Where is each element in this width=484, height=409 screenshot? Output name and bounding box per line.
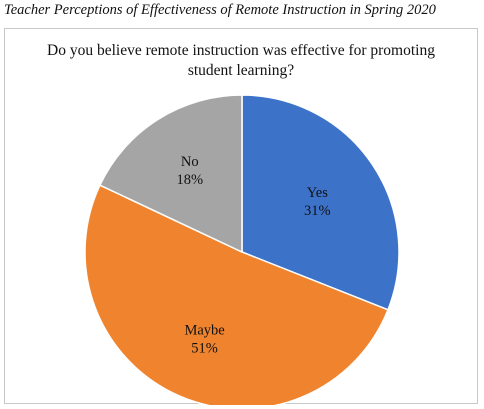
pie-slice-maybe [84, 184, 389, 405]
pie-chart: Yes 31% Maybe 51% No 18% [84, 94, 400, 405]
slice-label-maybe: Maybe [184, 323, 224, 339]
slice-label-yes: Yes [307, 185, 328, 201]
slice-value-yes: 31% [304, 203, 331, 219]
slice-value-maybe: 51% [191, 341, 218, 357]
slice-value-no: 18% [177, 172, 204, 188]
chart-container: Do you believe remote instruction was ef… [4, 28, 478, 405]
pie-slice-yes [241, 94, 400, 311]
chart-title: Do you believe remote instruction was ef… [47, 42, 435, 79]
figure-caption: Teacher Perceptions of Effectiveness of … [4, 2, 436, 18]
pie-slice-no [98, 94, 243, 254]
slice-label-no: No [181, 154, 199, 170]
